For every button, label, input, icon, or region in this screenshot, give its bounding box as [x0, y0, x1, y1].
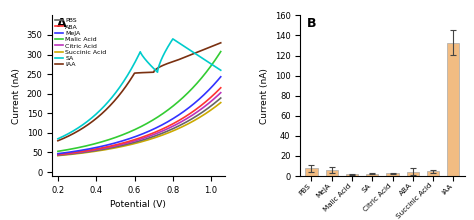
Text: A: A	[57, 17, 67, 30]
Bar	[447, 42, 459, 176]
Bar	[366, 174, 378, 176]
Bar	[305, 169, 318, 176]
Bar	[386, 174, 399, 176]
Legend: PBS, ABA, MeJA, Malic Acid, Citric Acid, Succinic Acid, SA, IAA: PBS, ABA, MeJA, Malic Acid, Citric Acid,…	[54, 17, 107, 68]
Y-axis label: Current (nA): Current (nA)	[12, 68, 21, 124]
Bar	[346, 174, 358, 176]
Bar	[407, 172, 419, 176]
Bar	[326, 170, 338, 176]
Text: B: B	[307, 17, 316, 30]
Y-axis label: Current (nA): Current (nA)	[260, 68, 269, 124]
X-axis label: Potential (V): Potential (V)	[110, 200, 166, 209]
Bar	[427, 171, 439, 176]
